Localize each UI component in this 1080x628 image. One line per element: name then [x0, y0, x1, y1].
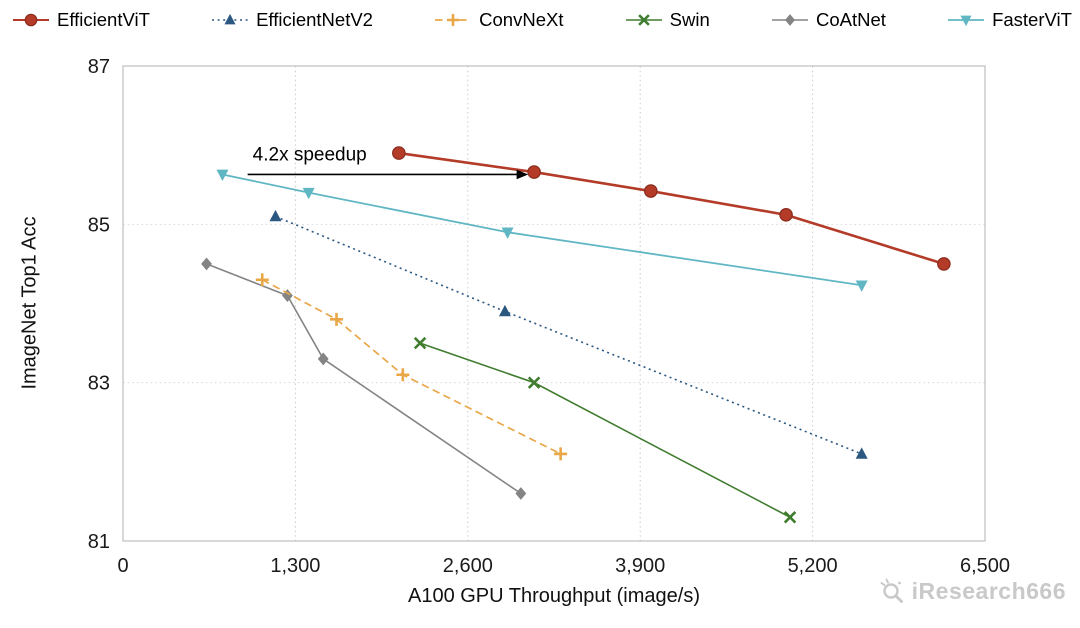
- legend-label: Swin: [670, 9, 710, 31]
- watermark-text: iResearch666: [912, 578, 1066, 605]
- plus-marker-icon: [434, 12, 472, 28]
- series-convnext: [256, 273, 567, 460]
- y-axis-title: ImageNet Top1 Acc: [19, 216, 42, 389]
- legend-item-efficientvit: EfficientViT: [12, 9, 150, 31]
- legend-item-efficientnetv2: EfficientNetV2: [211, 9, 373, 31]
- chart-legend: EfficientViT EfficientNetV2 ConvNeXt Swin Co…: [12, 9, 1072, 31]
- series-line: [276, 216, 862, 453]
- y-tick-label: 81: [88, 531, 110, 553]
- watermark: iResearch666: [877, 576, 1066, 606]
- series-efficientnetv2: [270, 210, 868, 459]
- legend-label: CoAtNet: [816, 9, 886, 31]
- y-tick-label: 83: [88, 373, 110, 395]
- series-line: [262, 280, 560, 454]
- x-tick-label: 0: [117, 555, 128, 577]
- x-tick-label: 6,500: [960, 555, 1010, 577]
- x-axis-title: A100 GPU Throughput (image/s): [123, 585, 985, 608]
- diamond-marker-icon: [771, 12, 809, 28]
- x-tick-label: 3,900: [615, 555, 665, 577]
- y-tick-label: 85: [88, 214, 110, 236]
- x-tick-label: 2,600: [443, 555, 493, 577]
- series-coatnet: [201, 258, 526, 500]
- series-swin: [415, 338, 796, 523]
- chart-plot-area: 87 85 83 81 0 1,300 2,600 3,900 5,200 6,500 4.2x s…: [0, 0, 1080, 628]
- x-marker-icon: [625, 12, 663, 28]
- plot-border: [123, 66, 985, 541]
- series-line: [420, 343, 790, 517]
- series-line: [222, 174, 861, 285]
- legend-label: FasterViT: [992, 9, 1072, 31]
- legend-label: EfficientViT: [57, 9, 150, 31]
- x-tick-label: 1,300: [270, 555, 320, 577]
- circle-marker-icon: [12, 12, 50, 28]
- legend-label: ConvNeXt: [479, 9, 563, 31]
- series-efficientvit: [393, 147, 950, 270]
- magnifier-icon: [877, 576, 907, 606]
- legend-item-swin: Swin: [625, 9, 710, 31]
- series-fastervit: [216, 170, 867, 292]
- accuracy-throughput-figure: 87 85 83 81 0 1,300 2,600 3,900 5,200 6,500 4.2x s…: [0, 0, 1080, 628]
- legend-item-fastervit: FasterViT: [947, 9, 1072, 31]
- legend-item-convnext: ConvNeXt: [434, 9, 563, 31]
- series-line: [399, 153, 944, 264]
- legend-label: EfficientNetV2: [256, 9, 373, 31]
- annotation-text: 4.2x speedup: [253, 144, 367, 165]
- triangle-up-marker-icon: [211, 12, 249, 28]
- triangle-down-marker-icon: [947, 12, 985, 28]
- legend-item-coatnet: CoAtNet: [771, 9, 886, 31]
- speedup-annotation: 4.2x speedup: [248, 144, 528, 179]
- x-tick-label: 5,200: [788, 555, 838, 577]
- y-tick-label: 87: [88, 56, 110, 78]
